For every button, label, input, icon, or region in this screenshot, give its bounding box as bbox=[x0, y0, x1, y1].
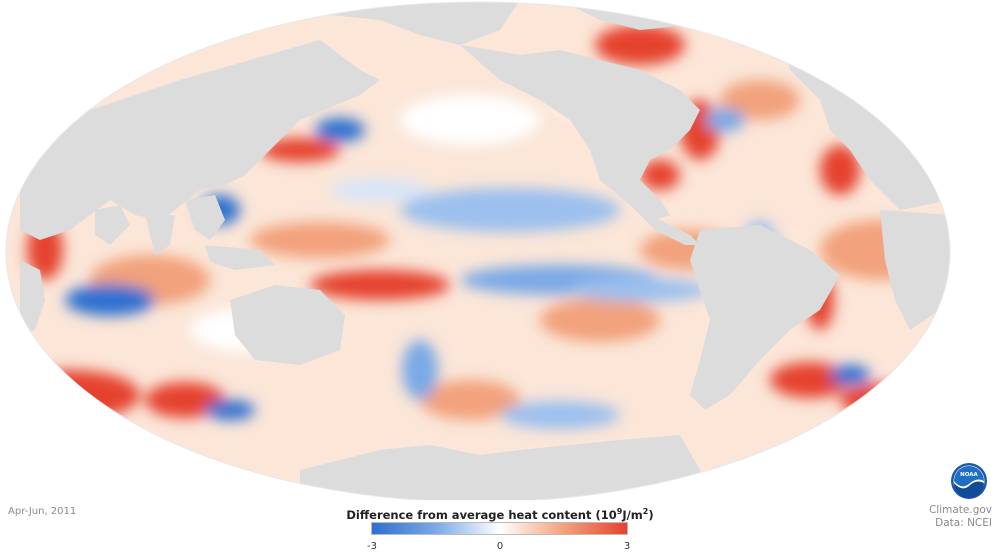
legend-title: Difference from average heat content (10… bbox=[300, 507, 700, 522]
legend-unit-base: 10 bbox=[600, 507, 617, 522]
credit-site: Climate.gov bbox=[928, 504, 992, 516]
credit-source: Data: NCEI bbox=[935, 517, 992, 529]
period-label: Apr-Jun, 2011 bbox=[8, 506, 77, 517]
legend-title-close: ) bbox=[648, 507, 654, 522]
color-scale-bar bbox=[371, 522, 628, 535]
legend-min-label: -3 bbox=[367, 541, 377, 552]
noaa-logo-icon: NOAA bbox=[951, 463, 987, 499]
world-map bbox=[0, 0, 1000, 500]
legend-title-text: Difference from average heat content ( bbox=[346, 507, 601, 522]
legend-max-label: 3 bbox=[623, 541, 631, 552]
land bbox=[20, 2, 950, 500]
legend-unit-rest: J/m bbox=[622, 507, 643, 522]
legend-mid-label: 0 bbox=[496, 541, 504, 552]
legend-unit-exp2: 2 bbox=[642, 507, 649, 516]
noaa-logo-text: NOAA bbox=[960, 472, 978, 478]
legend-unit-exp: 9 bbox=[616, 507, 623, 516]
map-background bbox=[0, 0, 1000, 500]
map-outline bbox=[5, 1, 951, 500]
